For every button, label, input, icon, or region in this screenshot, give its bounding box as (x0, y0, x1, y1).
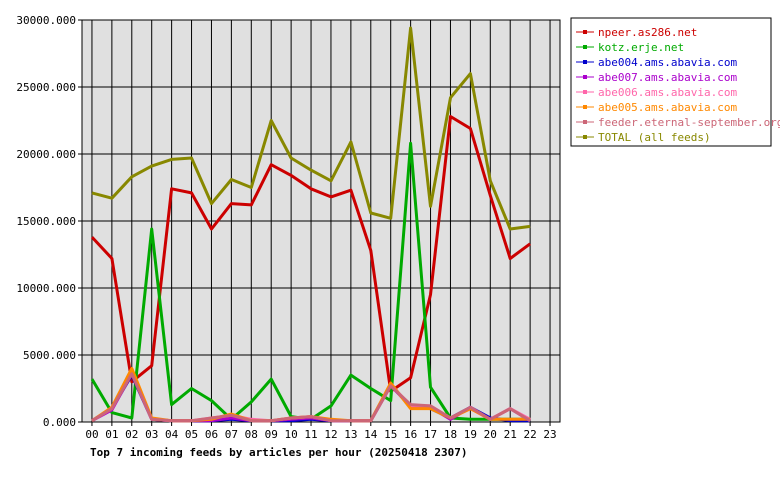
x-tick-label: 19 (464, 428, 477, 441)
y-tick-label: 5000.000 (23, 349, 76, 362)
legend-marker (583, 75, 587, 79)
y-tick-label: 10000.000 (16, 282, 76, 295)
chart-title: Top 7 incoming feeds by articles per hou… (90, 446, 468, 459)
x-tick-label: 04 (165, 428, 179, 441)
x-tick-label: 11 (304, 428, 317, 441)
x-tick-label: 20 (484, 428, 497, 441)
x-tick-label: 00 (85, 428, 98, 441)
legend-marker (583, 45, 587, 49)
legend-marker (583, 120, 587, 124)
x-tick-label: 15 (384, 428, 397, 441)
legend-label: npeer.as286.net (598, 26, 697, 39)
x-tick-label: 16 (404, 428, 417, 441)
legend-label: abe007.ams.abavia.com (598, 71, 737, 84)
x-tick-label: 08 (245, 428, 258, 441)
legend-label: abe006.ams.abavia.com (598, 86, 737, 99)
x-tick-label: 21 (504, 428, 517, 441)
x-axis-ticks: 00 01 02 03 04 05 06 07 08 09 10 11 12 13 14 15 16 17 18 19… (85, 422, 557, 441)
x-tick-label: 01 (105, 428, 118, 441)
legend-label: feeder.eternal-september.org (598, 116, 780, 129)
x-tick-label: 22 (524, 428, 537, 441)
series-line-6 (91, 372, 531, 423)
x-tick-label: 17 (424, 428, 437, 441)
legend-label: TOTAL (all feeds) (598, 131, 711, 144)
x-tick-label: 23 (543, 428, 556, 441)
x-tick-label: 14 (364, 428, 378, 441)
grid (82, 19, 560, 423)
y-tick-label: 30000.000 (16, 14, 76, 27)
legend-marker (583, 135, 587, 139)
x-tick-label: 03 (145, 428, 158, 441)
x-tick-label: 13 (344, 428, 357, 441)
legend-label: abe005.ams.abavia.com (598, 101, 737, 114)
x-tick-label: 09 (265, 428, 278, 441)
x-tick-label: 12 (324, 428, 337, 441)
legend-label: kotz.erje.net (598, 41, 684, 54)
legend-marker (583, 90, 587, 94)
x-tick-label: 06 (205, 428, 218, 441)
x-tick-label: 18 (444, 428, 457, 441)
x-tick-label: 02 (125, 428, 138, 441)
legend-box (570, 17, 772, 147)
legend: npeer.as286.net kotz.erje.net abe004.ams.a… (570, 17, 780, 147)
legend-marker (583, 60, 587, 64)
y-tick-label: 25000.000 (16, 81, 76, 94)
series-line-0 (90, 115, 531, 393)
legend-marker (583, 105, 587, 109)
y-tick-label: 15000.000 (16, 215, 76, 228)
legend-marker (583, 30, 587, 34)
x-tick-label: 10 (285, 428, 298, 441)
x-tick-label: 07 (225, 428, 238, 441)
x-tick-label: 05 (185, 428, 198, 441)
y-tick-label: 20000.000 (16, 148, 76, 161)
series-lines (90, 26, 531, 423)
legend-label: abe004.ams.abavia.com (598, 56, 737, 69)
y-tick-label: 0.000 (43, 416, 76, 429)
series-line-7 (91, 26, 531, 231)
y-axis-ticks: 0.000 5000.000 10000.000 15000.000 20000.000… (16, 14, 82, 429)
